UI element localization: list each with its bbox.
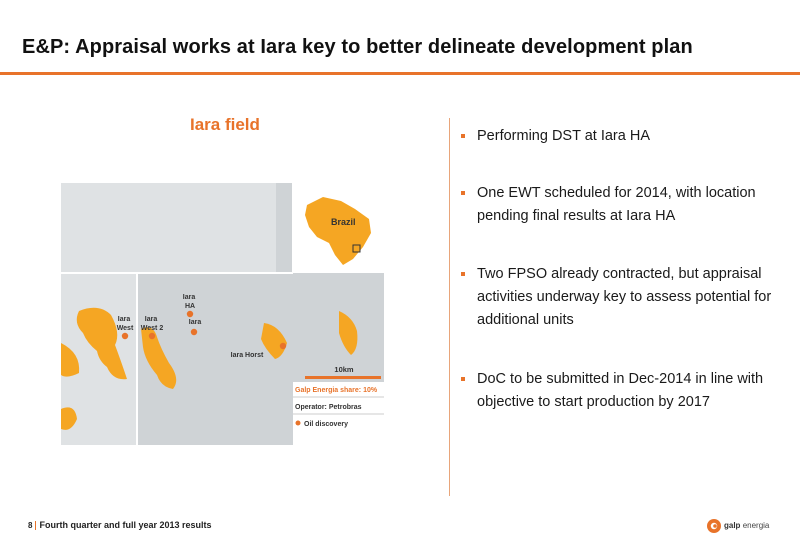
legend-oil: Oil discovery — [304, 421, 348, 428]
label-iara-west2-2: West 2 — [141, 325, 164, 332]
svg-text:Iara West: Iara West — [117, 316, 134, 332]
page-title: E&P: Appraisal works at Iara key to bett… — [22, 36, 693, 58]
brazil-inset — [293, 183, 384, 273]
well-iara-west2 — [148, 332, 156, 340]
bullet-text: Performing DST at Iara HA — [477, 128, 650, 144]
label-iara-horst: Iara Horst — [231, 352, 264, 359]
map-background — [61, 183, 276, 273]
title-divider — [0, 72, 800, 75]
bullet-item: Two FPSO already contracted, but apprais… — [461, 263, 791, 332]
footer: 8 Fourth quarter and full year 2013 resul… — [28, 520, 212, 530]
well-iara-west — [121, 332, 129, 340]
well-iara-ha — [186, 310, 194, 318]
label-iara: Iara — [189, 319, 202, 326]
legend-operator: Operator: Petrobras — [295, 404, 362, 411]
bullet-text: One EWT scheduled for 2014, with locatio… — [477, 185, 756, 224]
oil-field-iara-west2 — [141, 327, 177, 389]
logo-brand: galp — [724, 521, 741, 530]
label-iara-west-1: Iara — [118, 316, 131, 323]
oil-field-iara-west — [76, 307, 127, 380]
svg-text:Iara West 2: Iara West 2 — [141, 316, 164, 332]
oil-field-west-lower — [61, 343, 80, 377]
bullet-marker — [461, 134, 465, 138]
bullet-text: DoC to be submitted in Dec-2014 in line … — [477, 371, 764, 410]
label-iara-ha-1: Iara — [183, 294, 196, 301]
well-iara-horst — [279, 342, 287, 350]
map-title: Iara field — [190, 115, 260, 134]
svg-text:Iara HA: Iara HA — [183, 294, 197, 310]
bullet-item: DoC to be submitted in Dec-2014 in line … — [461, 368, 791, 414]
bullet-text: Two FPSO already contracted, but apprais… — [477, 266, 772, 328]
scale-label: 10km — [334, 365, 354, 374]
label-iara-ha-2: HA — [185, 303, 195, 310]
bullet-marker — [461, 191, 465, 195]
brazil-label: Brazil — [331, 217, 356, 227]
well-iara — [190, 328, 198, 336]
bullet-item: One EWT scheduled for 2014, with locatio… — [461, 182, 791, 228]
legend-share: Galp Energia share: 10% — [295, 387, 378, 394]
oil-field-lower-left — [61, 407, 77, 430]
legend-oil-dot — [295, 420, 301, 426]
oil-field-east — [339, 311, 358, 355]
bullet-item: Performing DST at Iara HA — [461, 125, 791, 148]
label-iara-west-2: West — [117, 325, 134, 332]
page-number: 8 — [28, 521, 37, 530]
oil-field-iara-horst — [261, 323, 287, 359]
galp-logo-icon — [707, 519, 721, 533]
iara-field-map: Brazil Iara HA Iara Iara West Iara West … — [61, 183, 384, 445]
label-iara-west2-1: Iara — [145, 316, 158, 323]
bullet-marker — [461, 272, 465, 276]
footer-text: Fourth quarter and full year 2013 result… — [39, 520, 212, 530]
logo-suffix: energia — [742, 521, 770, 530]
bullet-marker — [461, 377, 465, 381]
scale-bar — [305, 376, 381, 379]
column-divider — [449, 118, 450, 496]
